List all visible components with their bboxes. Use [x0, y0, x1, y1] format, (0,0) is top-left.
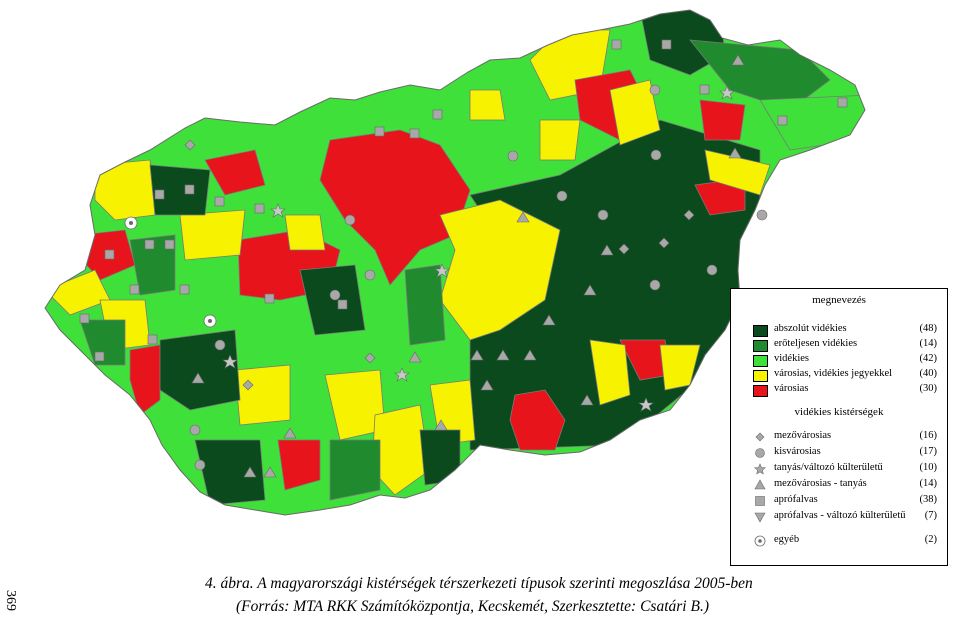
legend-count: (16) [919, 430, 938, 441]
figure-source: (Forrás: MTA RKK Számítóközpontja, Kecsk… [236, 598, 709, 615]
legend-label: aprófalvas [774, 494, 818, 505]
legend-category: vidékies (42) [731, 353, 947, 367]
legend-label: városias, vidékies jegyekkel [774, 368, 893, 379]
legend-label: abszolút vidékies [774, 323, 847, 334]
legend-swatch [753, 370, 768, 382]
legend-swatch [753, 325, 768, 337]
legend-count: (2) [924, 534, 937, 545]
legend-label: egyéb [774, 534, 800, 545]
legend-label: kisvárosias [774, 446, 821, 457]
legend-category: abszolút vidékies (48) [731, 323, 947, 337]
legend-swatch [753, 340, 768, 352]
legend-symbol-row: aprófalvas (38) [731, 494, 947, 508]
circle-icon [755, 448, 765, 458]
legend-count: (7) [924, 510, 937, 521]
legend-count: (30) [919, 383, 938, 394]
legend-count: (14) [919, 338, 938, 349]
legend-swatch [753, 355, 768, 367]
legend-label: vidékies [774, 353, 809, 364]
legend-count: (38) [919, 494, 938, 505]
triangle-up-icon [754, 479, 766, 490]
star-icon [753, 463, 767, 475]
legend-count: (14) [919, 478, 938, 489]
legend-label: erőteljesen vidékies [774, 338, 858, 349]
legend-label: mezővárosias [774, 430, 832, 441]
legend-symbol-row: mezővárosias - tanyás (14) [731, 478, 947, 492]
legend-symbol-row: mezővárosias (16) [731, 430, 947, 444]
legend-count: (42) [919, 353, 938, 364]
page-number: 369 [3, 590, 18, 611]
figure-caption: 4. ábra. A magyarországi kistérségek tér… [205, 575, 753, 592]
legend-label: tanyás/változó külterületű [774, 462, 883, 473]
legend-swatch [753, 385, 768, 397]
legend-symbol-row: aprófalvas - változó külterületű (7) [731, 510, 947, 524]
legend-label: mezővárosias - tanyás [774, 478, 867, 489]
legend-count: (10) [919, 462, 938, 473]
legend-symbol-row: tanyás/változó külterületű (10) [731, 462, 947, 476]
legend-symbol-row: egyéb (2) [731, 534, 947, 548]
ring-dot-icon [754, 535, 766, 547]
legend-category: erőteljesen vidékies (14) [731, 338, 947, 352]
legend-symbol-row: kisvárosias (17) [731, 446, 947, 460]
triangle-down-icon [754, 512, 766, 523]
legend-category: városias (30) [731, 383, 947, 397]
legend-subtitle: vidékies kistérségek [794, 406, 884, 418]
square-icon [755, 496, 765, 506]
legend-category: városias, vidékies jegyekkel (40) [731, 368, 947, 382]
hungary-map [44, 9, 866, 516]
legend-count: (40) [919, 368, 938, 379]
legend-count: (48) [919, 323, 938, 334]
legend-title: megnevezés [812, 294, 866, 306]
map-legend: megnevezés abszolút vidékies (48) erőtel… [730, 288, 948, 566]
legend-label: aprófalvas - változó külterületű [774, 510, 906, 521]
diamond-icon [755, 432, 765, 442]
legend-count: (17) [919, 446, 938, 457]
legend-label: városias [774, 383, 809, 394]
